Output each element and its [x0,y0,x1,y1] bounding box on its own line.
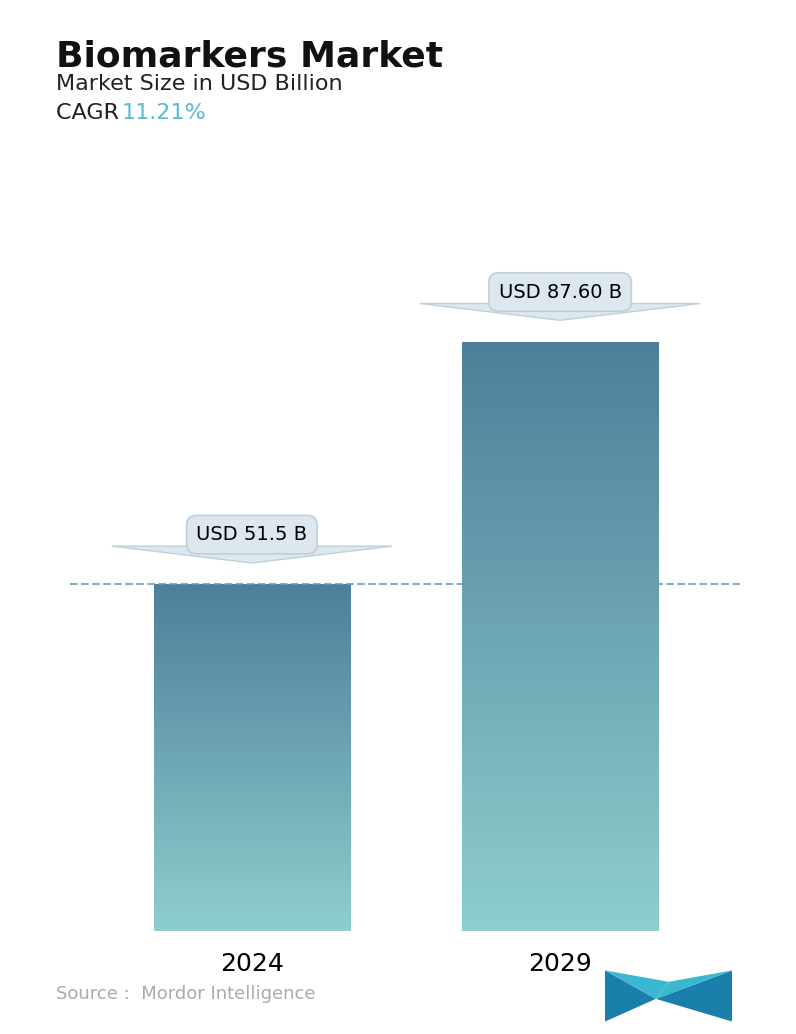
Text: USD 87.60 B: USD 87.60 B [498,282,622,302]
Polygon shape [656,970,732,999]
Polygon shape [605,970,656,1022]
Polygon shape [656,970,732,1022]
Polygon shape [111,546,392,562]
Text: Biomarkers Market: Biomarkers Market [56,39,443,73]
Text: Source :  Mordor Intelligence: Source : Mordor Intelligence [56,985,315,1003]
Polygon shape [605,970,669,999]
Text: USD 51.5 B: USD 51.5 B [197,525,307,544]
Polygon shape [420,304,700,321]
Text: 11.21%: 11.21% [122,103,206,123]
Text: Market Size in USD Billion: Market Size in USD Billion [56,74,342,94]
Text: CAGR: CAGR [56,103,133,123]
